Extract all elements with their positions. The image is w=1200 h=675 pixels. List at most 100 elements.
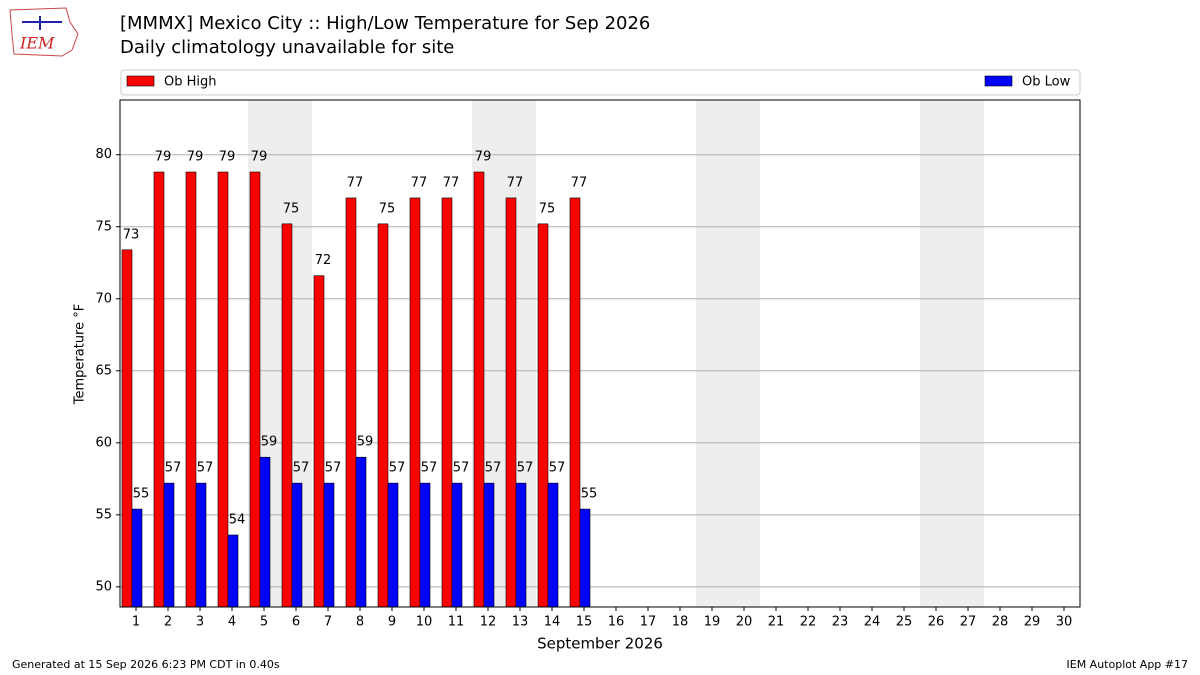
bar (547, 482, 559, 608)
y-tick-label: 55 (95, 507, 112, 522)
x-tick-label: 12 (480, 615, 497, 630)
legend-label: Ob Low (1022, 75, 1071, 90)
legend-swatch (984, 75, 1013, 87)
x-tick-label: 30 (1056, 615, 1073, 630)
logo-text: IEM (19, 34, 55, 53)
bar (441, 197, 453, 608)
bar (387, 482, 399, 608)
data-label: 57 (549, 461, 566, 476)
data-label: 57 (453, 461, 470, 476)
chart-subtitle: Daily climatology unavailable for site (120, 37, 454, 58)
footer-right: IEM Autoplot App #17 (1067, 658, 1189, 671)
logo: IEM (9, 7, 79, 57)
y-tick-label: 70 (95, 291, 112, 306)
data-label: 77 (443, 175, 460, 190)
x-tick-label: 18 (672, 615, 689, 630)
x-tick-label: 25 (896, 615, 913, 630)
y-tick-label: 75 (95, 219, 112, 234)
data-label: 59 (261, 435, 278, 450)
data-label: 55 (581, 487, 598, 502)
plot-frame (119, 99, 1081, 608)
x-tick-label: 9 (388, 615, 396, 630)
data-label: 55 (133, 487, 150, 502)
bar (419, 482, 431, 608)
bar (313, 275, 325, 608)
y-tick-label: 50 (95, 579, 112, 594)
data-label: 75 (539, 201, 556, 216)
bar (217, 171, 229, 608)
data-label: 59 (357, 435, 374, 450)
x-tick-label: 6 (292, 615, 300, 630)
legend (120, 69, 1081, 96)
x-tick-label: 2 (164, 615, 172, 630)
bar (281, 223, 293, 608)
bar (185, 171, 197, 608)
x-tick-label: 24 (864, 615, 881, 630)
x-tick-label: 20 (736, 615, 753, 630)
x-tick-label: 29 (1024, 615, 1041, 630)
x-tick-label: 26 (928, 615, 945, 630)
bar (153, 171, 165, 608)
bar (291, 482, 303, 608)
data-label: 77 (571, 175, 588, 190)
x-tick-label: 17 (640, 615, 657, 630)
x-tick-label: 10 (416, 615, 433, 630)
weekend-band (952, 100, 984, 607)
data-label: 79 (187, 150, 204, 165)
weekend-band (696, 100, 728, 607)
x-tick-label: 21 (768, 615, 785, 630)
x-tick-label: 8 (356, 615, 364, 630)
bar (131, 508, 143, 608)
legend-swatch (126, 75, 155, 87)
data-label: 57 (165, 461, 182, 476)
x-tick-label: 11 (448, 615, 465, 630)
x-tick-label: 13 (512, 615, 529, 630)
bar (377, 223, 389, 608)
bar (483, 482, 495, 608)
data-label: 79 (475, 150, 492, 165)
data-label: 75 (283, 201, 300, 216)
data-label: 77 (411, 175, 428, 190)
data-label: 77 (347, 175, 364, 190)
x-tick-label: 23 (832, 615, 849, 630)
data-label: 73 (123, 227, 140, 242)
data-label: 57 (197, 461, 214, 476)
legend-label: Ob High (164, 75, 217, 90)
data-label: 57 (325, 461, 342, 476)
data-label: 57 (517, 461, 534, 476)
bar (537, 223, 549, 608)
bar (195, 482, 207, 608)
data-label: 79 (219, 150, 236, 165)
x-tick-label: 1 (132, 615, 140, 630)
x-tick-label: 16 (608, 615, 625, 630)
bar (505, 197, 517, 608)
data-label: 57 (293, 461, 310, 476)
bar (259, 456, 271, 608)
bar (515, 482, 527, 608)
data-label: 77 (507, 175, 524, 190)
x-axis-label: September 2026 (537, 635, 663, 653)
data-label: 72 (315, 253, 332, 268)
y-axis-label: Temperature °F (73, 304, 88, 405)
x-tick-label: 7 (324, 615, 332, 630)
bar (569, 197, 581, 608)
x-tick-label: 28 (992, 615, 1009, 630)
x-tick-label: 3 (196, 615, 204, 630)
y-tick-label: 60 (95, 435, 112, 450)
bar (355, 456, 367, 608)
bar (323, 482, 335, 608)
data-label: 79 (155, 150, 172, 165)
data-label: 75 (379, 201, 396, 216)
x-tick-label: 15 (576, 615, 593, 630)
bar (163, 482, 175, 608)
x-tick-label: 14 (544, 615, 561, 630)
x-tick-label: 22 (800, 615, 817, 630)
weekend-band (728, 100, 760, 607)
footer-left: Generated at 15 Sep 2026 6:23 PM CDT in … (12, 658, 280, 671)
bar (227, 534, 239, 608)
bar (121, 249, 133, 608)
bar (451, 482, 463, 608)
x-tick-label: 5 (260, 615, 268, 630)
y-tick-label: 65 (95, 363, 112, 378)
